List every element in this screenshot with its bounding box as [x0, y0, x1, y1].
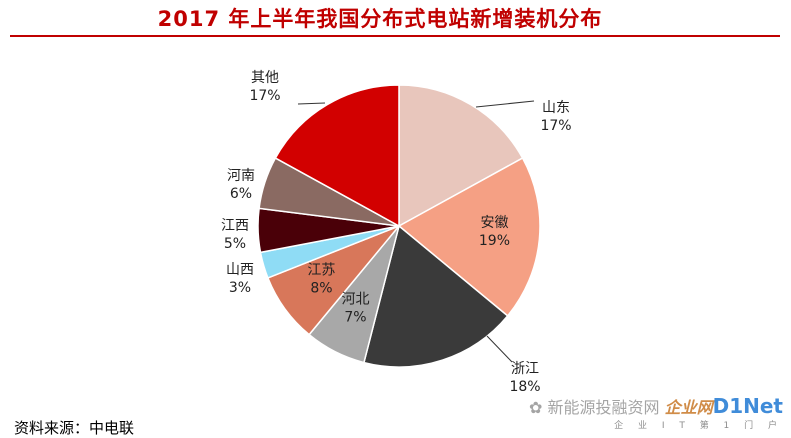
leader-line-2	[486, 335, 513, 363]
pie-slice-8	[274, 84, 400, 228]
slice-labels: 山东 17% 安徽 19% 浙江 18% 河北 7% 江苏 8% 山西 3% 江西 5% 河南 6% 其他 17%	[221, 70, 572, 395]
slice-name-label: 浙江	[511, 361, 539, 377]
leader-line-8	[297, 102, 326, 105]
slice-value-label: 3%	[229, 280, 251, 296]
pie-slice-1	[397, 157, 541, 317]
pie-slice-2	[363, 224, 509, 368]
source-note: 资料来源：中电联	[14, 419, 135, 437]
slice-value-label: 18%	[509, 379, 540, 395]
slice-value-label: 8%	[310, 280, 332, 296]
slice-name-label: 河南	[227, 168, 255, 184]
watermark-wechat: 新能源投融资网	[547, 398, 660, 417]
pie-slices	[257, 84, 541, 368]
watermark-brand: D1Net	[712, 394, 783, 418]
wechat-icon: ✿	[528, 398, 543, 417]
slice-name-label: 江西	[221, 218, 249, 234]
pie-slice-0	[398, 84, 524, 228]
watermark-logo: 企业网	[664, 398, 713, 417]
leader-lines	[297, 100, 535, 363]
slice-name-label: 其他	[251, 70, 279, 86]
title-rule	[10, 35, 780, 37]
slice-value-label: 17%	[540, 118, 571, 134]
slice-value-label: 7%	[344, 309, 366, 325]
slice-value-label: 5%	[224, 236, 246, 252]
slice-name-label: 安徽	[480, 215, 508, 231]
slice-name-label: 江苏	[307, 262, 335, 278]
watermark-tagline: 企 业 I T 第 1 门 户	[614, 421, 783, 431]
leader-line-0	[475, 100, 535, 108]
slice-name-label: 河北	[341, 291, 369, 307]
chart-title: 2017 年上半年我国分布式电站新增装机分布	[157, 7, 603, 31]
slice-value-label: 17%	[249, 88, 280, 104]
slice-name-label: 山东	[542, 100, 570, 116]
slice-name-label: 山西	[226, 262, 254, 278]
slice-value-label: 19%	[479, 233, 510, 249]
slice-value-label: 6%	[230, 186, 252, 202]
watermark: ✿ 新能源投融资网 企业网D1Net 企 业 I T 第 1 门 户	[529, 394, 783, 431]
